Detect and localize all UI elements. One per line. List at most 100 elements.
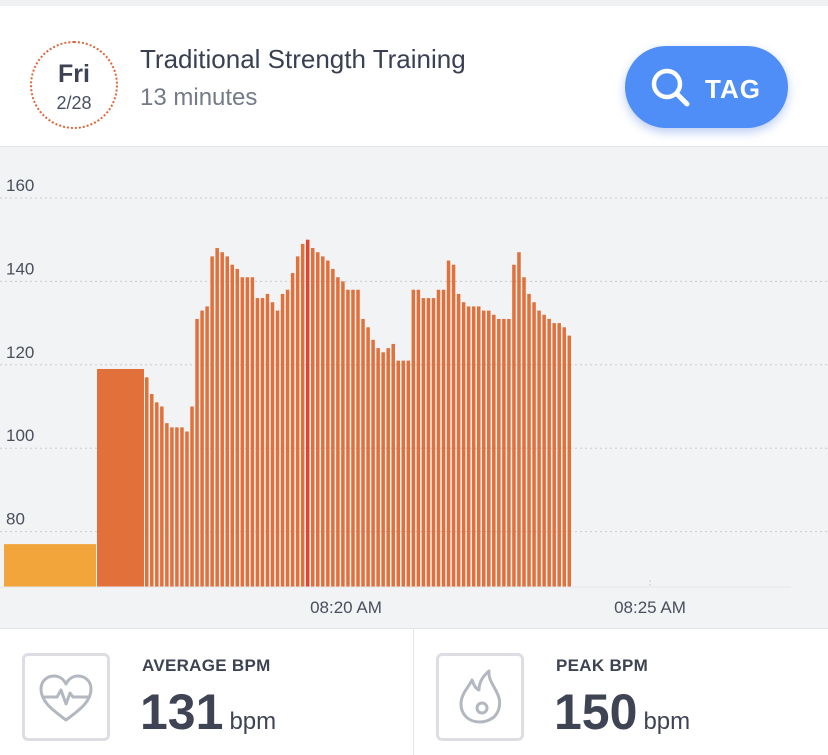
heart-rate-bar — [562, 327, 566, 587]
heart-rate-bar — [522, 277, 526, 587]
y-tick-label: 100 — [6, 426, 34, 445]
heart-rate-bar — [336, 277, 340, 587]
heart-rate-bar — [487, 310, 491, 587]
top-strip — [0, 0, 828, 6]
x-tick-label: 08:25 AM — [614, 598, 686, 617]
heart-rate-bar — [230, 264, 235, 587]
average-bpm-value: 131 — [140, 684, 224, 740]
peak-bpm-value: 150 — [554, 684, 638, 740]
heart-rate-bar — [260, 298, 265, 587]
flame-icon — [436, 653, 524, 741]
heart-rate-bar — [305, 239, 310, 587]
heart-rate-bar — [436, 289, 441, 587]
heart-rate-chart: 160 140 120 100 80 08:20 AM 08:25 AM — [0, 147, 828, 627]
heart-rate-bar — [310, 248, 315, 587]
heart-rate-bar — [396, 360, 400, 587]
heart-rate-bar — [426, 298, 431, 587]
heart-rate-bar — [386, 348, 390, 587]
heart-rate-chart-svg: 160 140 120 100 80 08:20 AM 08:25 AM — [0, 176, 828, 617]
heart-rate-bar — [537, 310, 541, 587]
heart-rate-bar — [321, 256, 325, 587]
heart-rate-bar — [195, 318, 199, 587]
average-bpm-label: AVERAGE BPM — [142, 656, 271, 675]
heart-rate-bar — [356, 289, 360, 587]
tag-button[interactable]: TAG — [625, 46, 788, 128]
heart-rate-bar — [552, 323, 556, 587]
heart-rate-bar — [476, 306, 481, 587]
heart-rate-bar — [220, 252, 224, 587]
heart-rate-bar — [441, 289, 446, 587]
heart-rate-bar — [165, 423, 169, 587]
heart-rate-bar — [547, 318, 551, 587]
average-bpm-unit: bpm — [229, 708, 277, 735]
heart-rate-bar — [215, 248, 219, 587]
heart-rate-bar — [502, 318, 506, 587]
heart-rate-bar — [557, 323, 561, 587]
y-tick-label: 120 — [6, 343, 34, 362]
heart-rate-bar — [346, 289, 350, 587]
heart-rate-bar — [331, 268, 335, 587]
heart-rate-bar — [300, 243, 305, 587]
peak-bpm-label: PEAK BPM — [556, 656, 649, 675]
heart-rate-bar — [250, 277, 255, 587]
heart-rate-bar — [517, 252, 521, 587]
x-tick-label: 08:20 AM — [310, 598, 382, 617]
heart-pulse-icon — [22, 653, 110, 741]
heart-rate-bar — [371, 339, 375, 587]
heart-rate-bar — [316, 252, 320, 587]
heart-rate-bar — [401, 360, 406, 587]
heart-rate-bar — [225, 256, 229, 587]
date-badge: Fri 2/28 — [30, 41, 118, 129]
heart-rate-bar — [482, 310, 486, 587]
heart-rate-bar — [366, 327, 370, 587]
heart-rate-bar — [381, 352, 385, 587]
heart-rate-bar — [285, 289, 290, 587]
heart-rate-bar — [4, 544, 96, 587]
heart-rate-bar — [361, 318, 365, 587]
heart-rate-bar — [205, 306, 209, 587]
heart-rate-bar — [416, 289, 421, 587]
workout-header: Fri 2/28 Traditional Strength Training 1… — [0, 6, 828, 147]
heart-rate-bar — [97, 368, 144, 587]
heart-rate-bar — [275, 310, 280, 587]
stats-panel: AVERAGE BPM 131 bpm PEAK BPM 150 bpm — [0, 628, 828, 755]
heart-rate-bar — [542, 314, 546, 587]
heart-rate-bar — [492, 314, 496, 587]
heart-rate-bar — [512, 264, 516, 587]
date-number: 2/28 — [56, 93, 92, 113]
heart-rate-bar — [235, 268, 240, 587]
heart-rate-bar — [155, 402, 159, 587]
heart-rate-bar — [190, 406, 194, 587]
heart-rate-bar — [185, 431, 189, 587]
heart-rate-bar — [341, 281, 345, 587]
heart-rate-bar — [421, 298, 426, 587]
workout-duration: 13 minutes — [140, 84, 258, 111]
heart-rate-bar — [270, 302, 275, 587]
heart-rate-bar — [280, 293, 285, 587]
heart-rate-bar — [160, 406, 164, 587]
heart-rate-bar — [527, 293, 531, 587]
heart-rate-bar — [265, 293, 270, 587]
heart-rate-bar — [145, 377, 149, 587]
heart-rate-bar — [245, 277, 250, 587]
heart-rate-bar — [532, 302, 536, 587]
heart-rate-bar — [175, 427, 179, 587]
heart-rate-bar — [210, 256, 214, 587]
heart-rate-bar — [461, 302, 466, 587]
heart-rate-bar — [290, 273, 295, 587]
heart-rate-bar — [326, 260, 330, 587]
heart-rate-bar — [200, 310, 204, 587]
average-bpm-card: AVERAGE BPM 131 bpm — [0, 629, 412, 755]
heart-rate-bar — [406, 360, 411, 587]
y-tick-label: 140 — [6, 259, 34, 278]
workout-title: Traditional Strength Training — [140, 44, 466, 74]
heart-rate-bar — [451, 264, 456, 587]
average-bpm-value-line: 131 bpm — [140, 683, 276, 741]
heart-rate-bar — [150, 393, 154, 587]
heart-rate-bar — [466, 306, 471, 587]
heart-rate-bar — [255, 298, 260, 587]
heart-rate-bar — [240, 277, 245, 587]
search-icon — [651, 68, 690, 107]
heart-rate-bar — [431, 298, 436, 587]
heart-rate-bar — [411, 289, 416, 587]
